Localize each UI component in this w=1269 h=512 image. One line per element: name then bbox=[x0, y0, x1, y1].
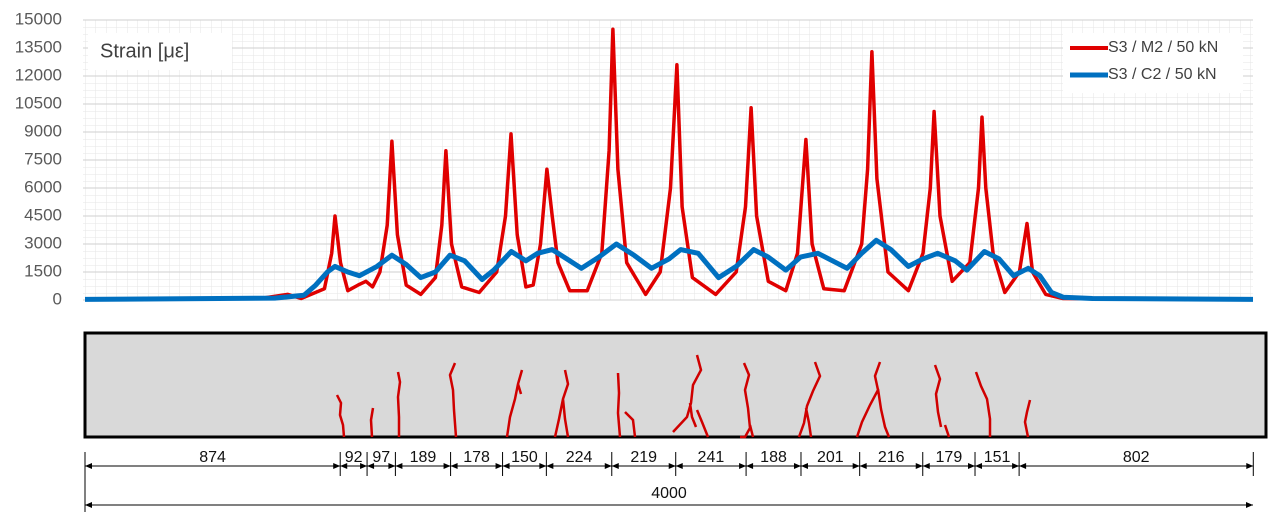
y-tick-label: 9000 bbox=[24, 121, 62, 140]
legend-label: S3 / M2 / 50 kN bbox=[1108, 39, 1218, 56]
arrow-head bbox=[611, 463, 676, 469]
spacing-label: 216 bbox=[878, 449, 905, 466]
spacing-label: 150 bbox=[511, 449, 538, 466]
y-tick-label: 3000 bbox=[24, 233, 62, 252]
series-line bbox=[84, 237, 1254, 302]
spacing-label: 802 bbox=[1123, 449, 1150, 466]
cracks bbox=[335, 354, 1032, 439]
arrow-head bbox=[859, 463, 923, 469]
arrow-head bbox=[546, 463, 612, 469]
y-tick-label: 12000 bbox=[15, 65, 62, 84]
annotation: Strain [με] bbox=[100, 40, 189, 62]
y-tick-label: 15000 bbox=[15, 9, 62, 28]
spacing-label: 201 bbox=[817, 449, 844, 466]
series-line bbox=[84, 27, 1254, 302]
spacing-label: 219 bbox=[630, 449, 657, 466]
spacing-label: 188 bbox=[760, 449, 787, 466]
legend-box bbox=[1063, 33, 1243, 93]
annotation-box bbox=[88, 33, 232, 70]
spacing-label: 92 bbox=[345, 449, 363, 466]
total-label: 4000 bbox=[651, 485, 687, 502]
spacing-label: 189 bbox=[410, 449, 437, 466]
arrow-head bbox=[340, 463, 368, 469]
y-tick-label: 4500 bbox=[24, 205, 62, 224]
arrow-head bbox=[367, 463, 396, 469]
y-tick-label: 10500 bbox=[15, 93, 62, 112]
arrow-head bbox=[800, 463, 860, 469]
spacing-label: 179 bbox=[936, 449, 963, 466]
beam bbox=[83, 331, 1268, 439]
y-tick-label: 6000 bbox=[24, 177, 62, 196]
legend-label: S3 / C2 / 50 kN bbox=[1108, 66, 1217, 83]
spacing-label: 178 bbox=[463, 449, 490, 466]
spacing-label: 224 bbox=[566, 449, 593, 466]
y-tick-label: 1500 bbox=[24, 261, 62, 280]
spacing-label: 97 bbox=[372, 449, 390, 466]
y-tick-label: 0 bbox=[53, 289, 62, 308]
spacing-label: 874 bbox=[199, 449, 226, 466]
spacing-label: 151 bbox=[984, 449, 1011, 466]
spacing-label: 241 bbox=[698, 449, 725, 466]
y-tick-label: 7500 bbox=[24, 149, 62, 168]
y-tick-label: 13500 bbox=[15, 37, 62, 56]
